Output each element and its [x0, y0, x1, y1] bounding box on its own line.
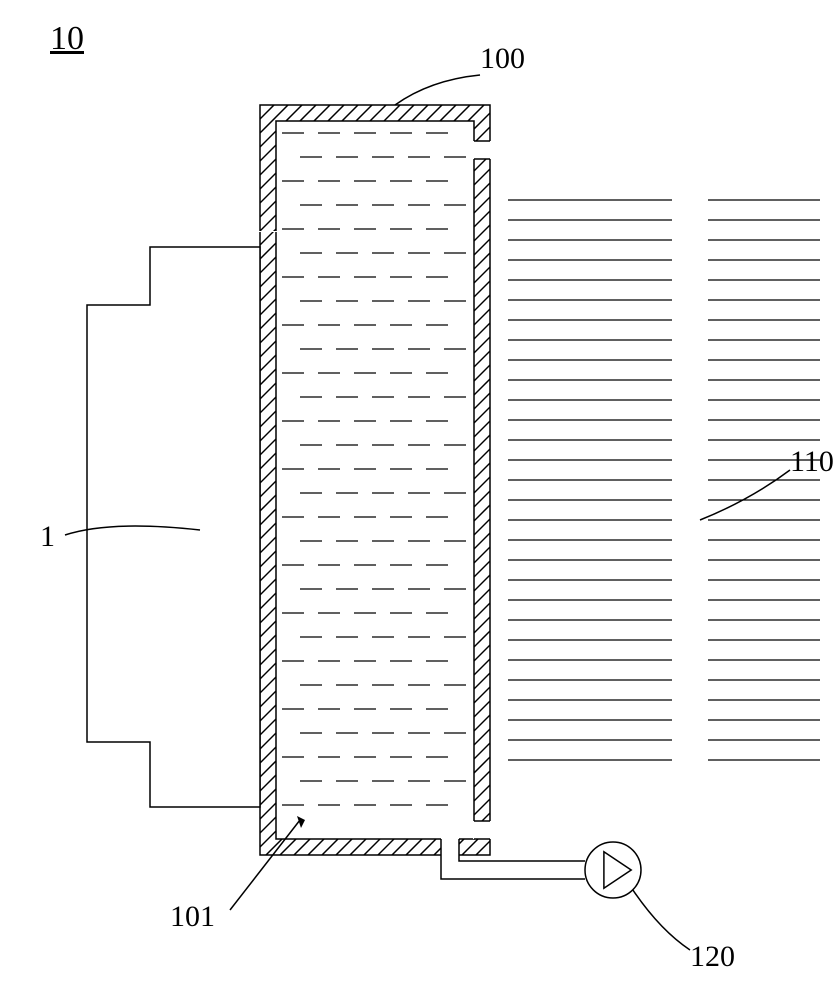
pipe-left-b: [441, 855, 585, 879]
leader-120: [633, 890, 690, 950]
label-101: 101: [170, 900, 215, 934]
leader-101: [230, 820, 300, 910]
figure-title: 10: [50, 20, 84, 58]
leader-110: [700, 470, 790, 520]
label-1: 1: [40, 520, 55, 554]
pipe-wall-gap-bottom: [473, 821, 491, 839]
label-120: 120: [690, 940, 735, 974]
label-100: 100: [480, 42, 525, 76]
reservoir-outer: [260, 105, 490, 855]
pipe-wall-gap-bottom2: [441, 838, 459, 856]
pipe-left-a: [459, 855, 585, 861]
pipe-wall-gap-top: [473, 141, 491, 159]
leader-100: [395, 75, 480, 105]
label-110: 110: [790, 445, 834, 479]
